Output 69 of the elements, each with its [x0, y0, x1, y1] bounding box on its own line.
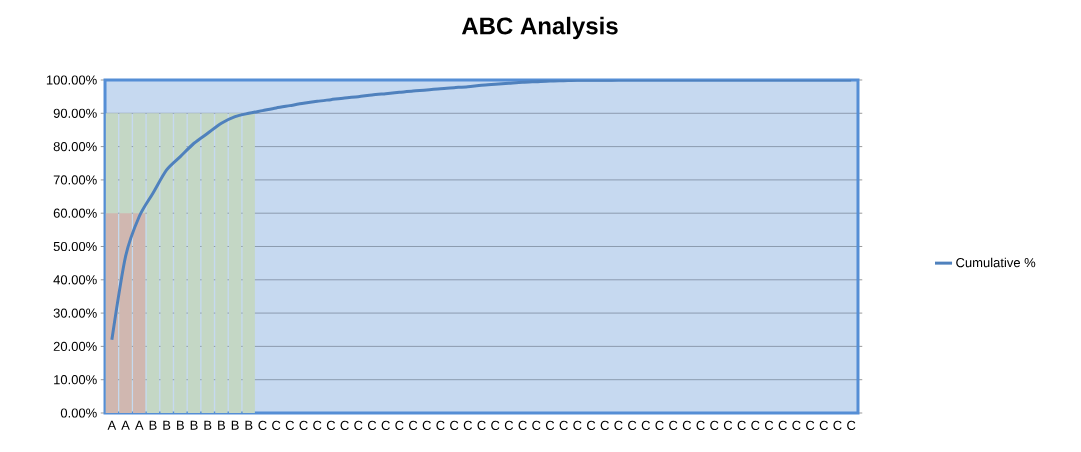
x-tick-label: C — [833, 420, 842, 430]
x-tick-label: C — [340, 420, 349, 430]
x-tick-label: C — [559, 420, 568, 430]
x-tick-label: C — [504, 420, 514, 430]
y-tick-label: 20.00% — [53, 341, 97, 351]
y-tick-label: 40.00% — [53, 275, 97, 285]
x-tick-label: C — [669, 420, 678, 430]
x-tick-label: C — [395, 420, 404, 430]
x-tick-label: C — [518, 420, 527, 430]
x-tick-label: C — [463, 420, 473, 430]
x-tick-label: C — [422, 420, 431, 430]
x-tick-label: B — [218, 420, 226, 430]
x-tick-label: C — [354, 420, 363, 430]
x-tick-label: C — [450, 420, 459, 430]
x-tick-label: C — [751, 420, 760, 430]
y-tick-label: 90.00% — [53, 108, 97, 118]
y-tick-label: 70.00% — [53, 175, 97, 185]
x-tick-label: C — [573, 420, 582, 430]
x-tick-label: A — [134, 420, 144, 430]
x-tick-label: B — [204, 420, 212, 430]
x-tick-label: C — [477, 420, 486, 430]
y-tick-label: 60.00% — [53, 208, 97, 218]
x-tick-label: C — [628, 420, 637, 430]
x-tick-label: A — [121, 420, 130, 430]
x-tick-label: C — [778, 420, 787, 430]
x-tick-label: C — [600, 420, 609, 430]
x-tick-label: C — [806, 420, 815, 430]
x-tick-label: C — [381, 420, 390, 430]
y-tick-label: 100.00% — [46, 75, 97, 85]
y-tick-label: 30.00% — [53, 308, 97, 318]
x-tick-label: C — [436, 420, 445, 430]
x-tick-label: B — [190, 420, 198, 430]
y-tick-label: 50.00% — [53, 241, 97, 252]
x-tick-label: C — [614, 420, 623, 430]
y-tick-label: 80.00% — [53, 141, 97, 152]
x-tick-label: C — [682, 420, 692, 430]
x-tick-label: C — [792, 420, 801, 430]
x-tick-label: C — [737, 420, 746, 430]
x-tick-label: C — [641, 420, 650, 430]
x-tick-label: B — [149, 420, 157, 430]
x-tick-label: C — [710, 420, 719, 430]
x-tick-label: C — [299, 420, 308, 430]
x-tick-label: C — [586, 420, 596, 430]
y-tick-label: 10.00% — [54, 375, 97, 385]
x-tick-label: C — [764, 420, 774, 430]
x-tick-label: B — [163, 420, 171, 430]
x-tick-label: B — [245, 420, 253, 430]
chart-title: ABC Analysis — [461, 16, 618, 40]
legend-label: Cumulative % — [956, 257, 1036, 268]
y-tick-label: 0.00% — [60, 408, 97, 418]
x-tick-label: C — [272, 420, 281, 430]
line-series — [110, 79, 853, 342]
x-tick-label: C — [258, 420, 267, 430]
x-tick-label: C — [819, 420, 828, 430]
x-tick-label: C — [655, 420, 664, 430]
x-tick-label: C — [847, 420, 856, 430]
x-tick-label: C — [326, 420, 336, 430]
x-tick-label: C — [723, 420, 733, 430]
x-tick-label: C — [367, 420, 377, 430]
x-tick-label: C — [532, 420, 541, 430]
x-tick-label: B — [231, 420, 239, 430]
x-tick-label: C — [313, 420, 322, 430]
x-tick-label: C — [491, 420, 500, 430]
x-tick-label: C — [696, 420, 705, 430]
x-tick-label: C — [285, 420, 295, 430]
x-tick-label: B — [177, 420, 184, 430]
x-tick-label: C — [409, 420, 418, 430]
x-tick-label: C — [545, 420, 555, 430]
x-tick-label: A — [107, 420, 117, 430]
